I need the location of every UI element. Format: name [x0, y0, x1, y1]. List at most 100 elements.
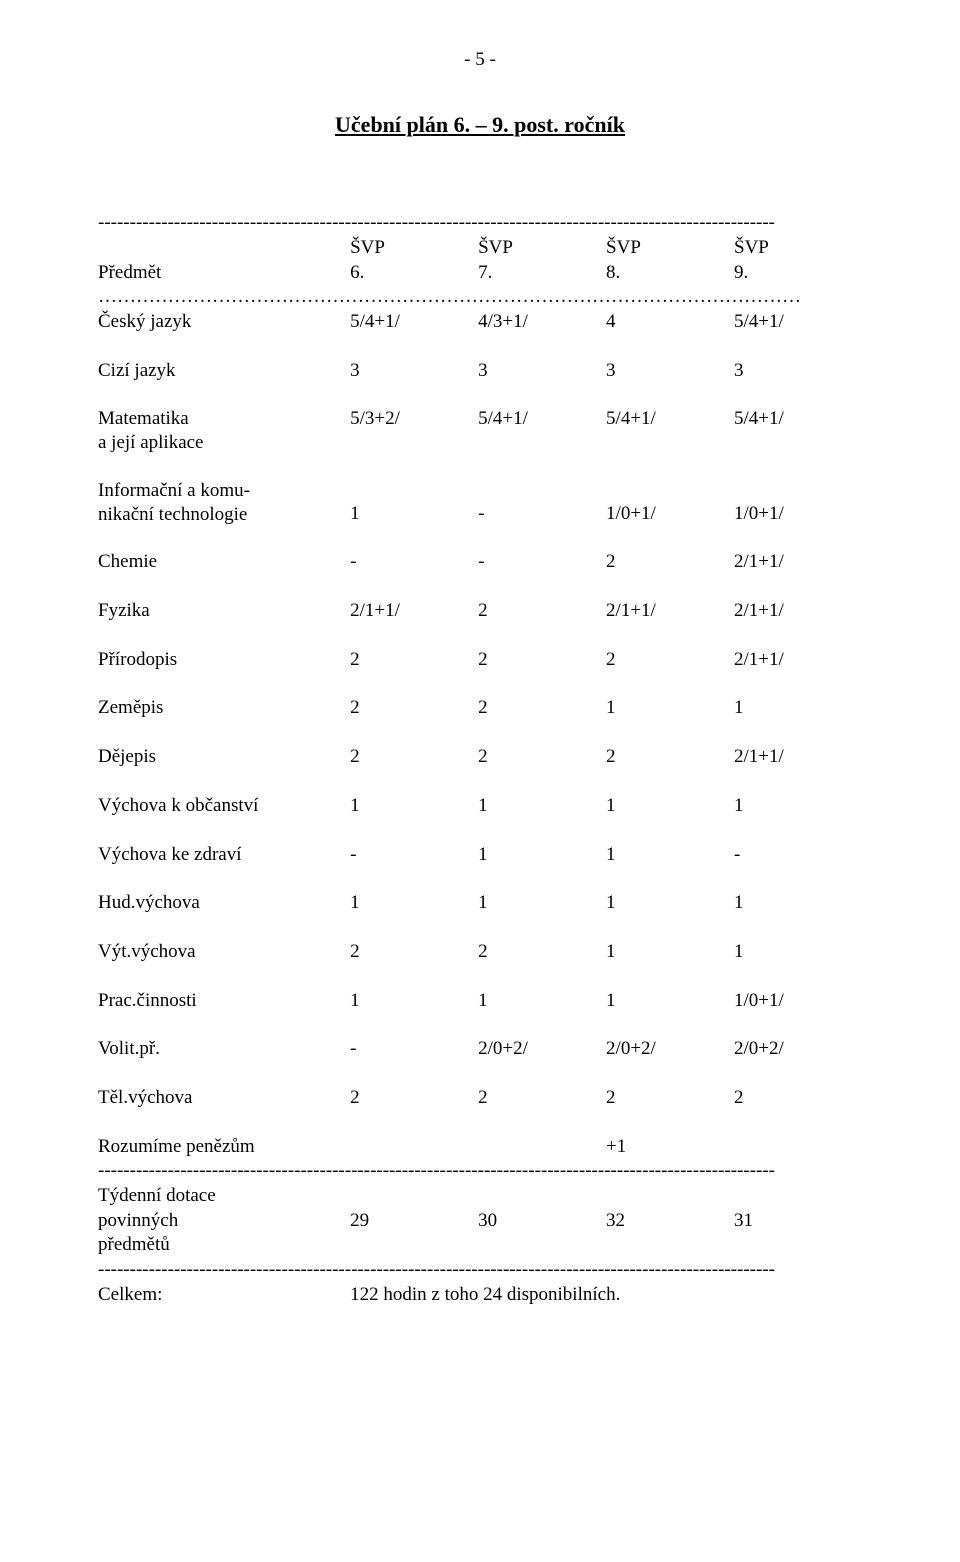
- row-val: 2/0+2/: [478, 1037, 606, 1062]
- row-val: 2: [606, 745, 734, 770]
- row-val: 1: [734, 794, 862, 819]
- divider-dotted-row: …………………………………………………………………………………………………: [98, 285, 862, 310]
- row-val: 1: [350, 989, 478, 1014]
- row-label: Dějepis: [98, 745, 350, 770]
- celkem-label: Celkem:: [98, 1283, 350, 1308]
- row-label: Český jazyk: [98, 310, 350, 335]
- table-row: Hud.výchova 1 1 1 1: [98, 891, 862, 916]
- row-val: 2: [606, 550, 734, 575]
- row-val: +1: [606, 1135, 734, 1160]
- divider-dotted: …………………………………………………………………………………………………: [98, 285, 862, 310]
- row-val: 1: [606, 696, 734, 721]
- row-val: 5/3+2/: [350, 407, 478, 455]
- row-val: 2/1+1/: [734, 550, 862, 575]
- divider-dashed-top: ----------------------------------------…: [98, 211, 862, 236]
- row-val: -: [350, 843, 478, 868]
- row-label: Těl.výchova: [98, 1086, 350, 1111]
- row-val: 3: [478, 359, 606, 384]
- dotace-val: 31: [734, 1209, 862, 1234]
- row-label: Zeměpis: [98, 696, 350, 721]
- row-label: Fyzika: [98, 599, 350, 624]
- row-label-line2: nikační technologie: [98, 504, 247, 525]
- dotace-label-1: Týdenní dotace: [98, 1184, 350, 1209]
- row-val: 5/4+1/: [734, 310, 862, 335]
- table-row: Volit.př. - 2/0+2/ 2/0+2/ 2/0+2/: [98, 1037, 862, 1062]
- row-val: 5/4+1/: [606, 407, 734, 455]
- header-svp-3: ŠVP: [606, 236, 734, 261]
- row-val: 2: [478, 648, 606, 673]
- row-val: 2: [734, 1086, 862, 1111]
- row-val: 2: [350, 648, 478, 673]
- header-svp-1: ŠVP: [350, 236, 478, 261]
- divider-dashed-row: ----------------------------------------…: [98, 1258, 862, 1283]
- row-val: 3: [350, 359, 478, 384]
- header-6: 6.: [350, 261, 478, 286]
- row-label: Prac.činnosti: [98, 989, 350, 1014]
- divider-dashed: ----------------------------------------…: [98, 1159, 862, 1184]
- dotace-label-3: předmětů: [98, 1233, 350, 1258]
- table-row: Těl.výchova 2 2 2 2: [98, 1086, 862, 1111]
- divider-dashed-row: ----------------------------------------…: [98, 1159, 862, 1184]
- row-label: Výchova k občanství: [98, 794, 350, 819]
- row-val: 2: [350, 745, 478, 770]
- row-val: 1: [734, 696, 862, 721]
- table-row: Český jazyk 5/4+1/ 4/3+1/ 4 5/4+1/: [98, 310, 862, 335]
- row-val: 1: [350, 479, 478, 527]
- row-val: 1: [478, 843, 606, 868]
- row-val: 1/0+1/: [606, 479, 734, 527]
- row-val: 2/1+1/: [734, 648, 862, 673]
- row-label: Chemie: [98, 550, 350, 575]
- header-predmet: Předmět: [98, 261, 350, 286]
- row-val: 1: [606, 891, 734, 916]
- row-val: 2: [478, 1086, 606, 1111]
- row-val: 5/4+1/: [734, 407, 862, 455]
- row-val: 2: [606, 1086, 734, 1111]
- dotace-val: 32: [606, 1209, 734, 1234]
- row-val: -: [350, 1037, 478, 1062]
- row-val: 1/0+1/: [734, 989, 862, 1014]
- row-label-line2: a její aplikace: [98, 432, 204, 453]
- row-val: 1: [350, 794, 478, 819]
- table-row: Chemie - - 2 2/1+1/: [98, 550, 862, 575]
- row-val: 5/4+1/: [478, 407, 606, 455]
- row-label: Matematika a její aplikace: [98, 407, 350, 455]
- row-label: Cizí jazyk: [98, 359, 350, 384]
- row-val: 3: [606, 359, 734, 384]
- row-val: 2/1+1/: [350, 599, 478, 624]
- row-val: 2: [350, 940, 478, 965]
- table-row: Rozumíme penězům +1: [98, 1135, 862, 1160]
- row-val: 1: [478, 989, 606, 1014]
- dotace-row-3: předmětů: [98, 1233, 862, 1258]
- table-row: Přírodopis 2 2 2 2/1+1/: [98, 648, 862, 673]
- row-label: Hud.výchova: [98, 891, 350, 916]
- row-val: -: [350, 550, 478, 575]
- row-val: 1: [478, 891, 606, 916]
- row-val: 2: [478, 940, 606, 965]
- table-row: Prac.činnosti 1 1 1 1/0+1/: [98, 989, 862, 1014]
- row-val: 2: [478, 696, 606, 721]
- table-row: Dějepis 2 2 2 2/1+1/: [98, 745, 862, 770]
- header-9: 9.: [734, 261, 862, 286]
- header-svp-2: ŠVP: [478, 236, 606, 261]
- dotace-val: 30: [478, 1209, 606, 1234]
- row-val: 2/1+1/: [734, 745, 862, 770]
- celkem-value: 122 hodin z toho 24 disponibilních.: [350, 1283, 862, 1308]
- row-val: 4: [606, 310, 734, 335]
- row-val: 2: [478, 745, 606, 770]
- curriculum-table: ŠVP ŠVP ŠVP ŠVP Předmět 6. 7. 8. 9. ……………: [98, 236, 862, 1308]
- table-row: Informační a komu- nikační technologie 1…: [98, 479, 862, 527]
- dotace-row-1: Týdenní dotace: [98, 1184, 862, 1209]
- row-val: 2: [606, 648, 734, 673]
- row-val: 1: [734, 891, 862, 916]
- row-val: 1: [734, 940, 862, 965]
- dotace-label-2: povinných: [98, 1209, 350, 1234]
- table-header-row-svp: ŠVP ŠVP ŠVP ŠVP: [98, 236, 862, 261]
- row-val: 1: [606, 940, 734, 965]
- row-val: 2/1+1/: [606, 599, 734, 624]
- dotace-row-2: povinných 29 30 32 31: [98, 1209, 862, 1234]
- row-val: 2: [478, 599, 606, 624]
- row-label: Výchova ke zdraví: [98, 843, 350, 868]
- table-row: Fyzika 2/1+1/ 2 2/1+1/ 2/1+1/: [98, 599, 862, 624]
- row-label-line1: Matematika: [98, 408, 189, 429]
- row-label: Výt.výchova: [98, 940, 350, 965]
